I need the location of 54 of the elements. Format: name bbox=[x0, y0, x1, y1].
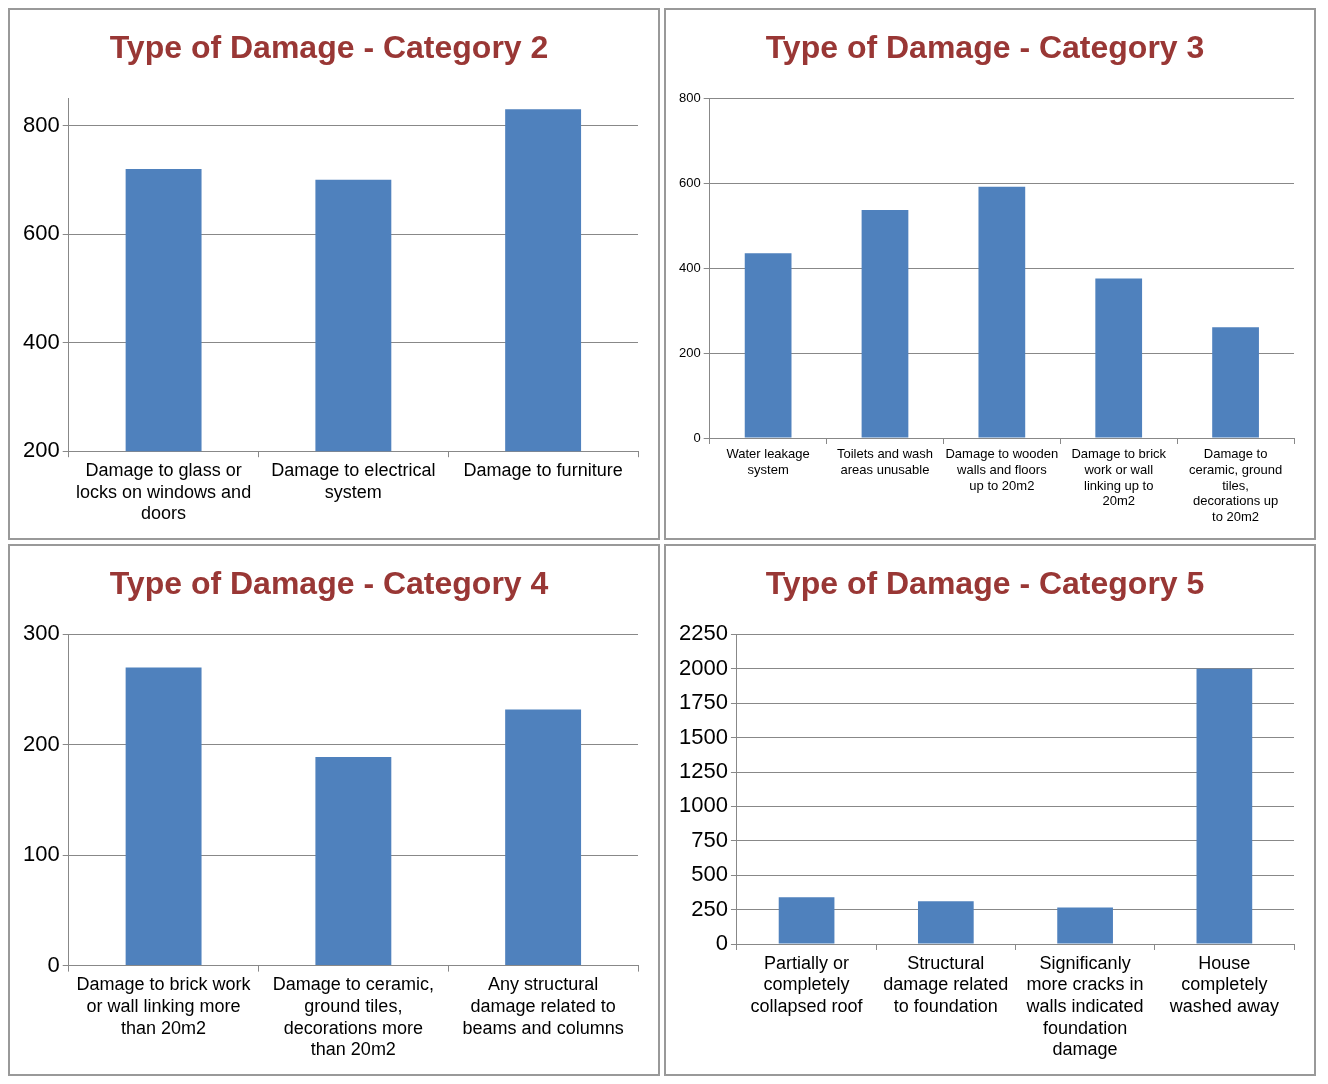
y-tick-label: 250 bbox=[691, 895, 728, 921]
y-tick-label: 1250 bbox=[678, 758, 728, 784]
chart-title: Type of Damage - Category 5 bbox=[765, 565, 1205, 602]
bar bbox=[1057, 907, 1113, 944]
x-tick-label: Significanly more cracks in walls indicated foundation damage bbox=[1025, 952, 1144, 1060]
x-tick-label: Damage to ceramic, ground tiles, decorations more than 20m2 bbox=[272, 974, 434, 1060]
x-tick-label: House completely washed away bbox=[1168, 952, 1279, 1016]
x-tick-label: Water leakage system bbox=[726, 446, 810, 477]
chart-title: Type of Damage - Category 3 bbox=[765, 29, 1205, 66]
bar bbox=[505, 709, 582, 966]
y-tick-label: 2250 bbox=[678, 620, 728, 646]
y-tick-label: 1500 bbox=[678, 723, 728, 749]
y-tick-label: 800 bbox=[22, 111, 60, 137]
x-tick-label: Damage to glass or locks on windows and doors bbox=[76, 459, 252, 524]
x-tick-label: Damage to wooden walls and floors up to 20m2 bbox=[945, 446, 1059, 493]
y-tick-label: 1000 bbox=[678, 792, 728, 818]
y-tick-label: 0 bbox=[715, 930, 728, 956]
y-tick-label: 300 bbox=[22, 620, 60, 646]
bar bbox=[861, 210, 909, 438]
y-tick-label: 600 bbox=[22, 220, 60, 246]
chart-title: Type of Damage - Category 4 bbox=[109, 565, 549, 602]
x-tick-label: Partially or completely collapsed roof bbox=[750, 952, 864, 1016]
x-tick-label: Damage to brick work or wall linking more than 20m2 bbox=[76, 974, 252, 1038]
y-tick-label: 2000 bbox=[678, 654, 728, 680]
bar bbox=[978, 186, 1026, 438]
y-tick-label: 800 bbox=[678, 89, 701, 105]
bar bbox=[1212, 327, 1259, 438]
y-tick-label: 750 bbox=[691, 826, 728, 852]
y-tick-label: 1750 bbox=[678, 689, 728, 715]
y-tick-label: 400 bbox=[678, 259, 701, 275]
x-tick-label: Damage to electrical system bbox=[271, 459, 436, 502]
bar bbox=[744, 253, 792, 438]
bar bbox=[1196, 668, 1253, 944]
bar bbox=[125, 667, 202, 966]
x-tick-label: Toilets and wash areas unusable bbox=[836, 446, 934, 477]
bar bbox=[917, 901, 974, 944]
chart-title: Type of Damage - Category 2 bbox=[109, 29, 549, 66]
bar bbox=[315, 756, 392, 966]
y-tick-label: 200 bbox=[22, 437, 60, 463]
y-tick-label: 200 bbox=[678, 344, 701, 360]
y-tick-label: 100 bbox=[22, 841, 60, 867]
bar bbox=[1095, 278, 1143, 438]
y-tick-label: 600 bbox=[678, 174, 701, 190]
y-tick-label: 200 bbox=[22, 730, 60, 756]
x-tick-label: Any structural damage related to beams and columns bbox=[462, 974, 624, 1038]
x-tick-label: Damage to brick work or wall linking up to 20m2 bbox=[1071, 446, 1167, 509]
bar bbox=[778, 897, 835, 944]
y-tick-label: 400 bbox=[22, 328, 60, 354]
y-tick-label: 0 bbox=[47, 951, 60, 977]
y-tick-label: 0 bbox=[693, 429, 701, 445]
x-tick-label: Structural damage related to foundation bbox=[883, 952, 1009, 1016]
y-tick-label: 500 bbox=[691, 861, 728, 887]
x-tick-label: Damage to furniture bbox=[463, 459, 623, 480]
x-tick-label: Damage to ceramic, ground tiles, decorations up to 20m2 bbox=[1188, 446, 1283, 524]
